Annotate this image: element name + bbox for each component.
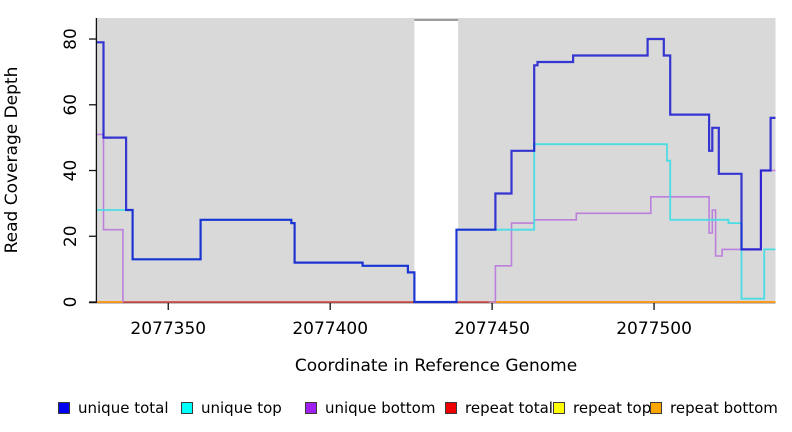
legend-label: unique total <box>78 399 169 417</box>
legend-label: unique top <box>201 399 282 417</box>
legend-item-repeat-total: repeat total <box>445 397 553 419</box>
unique-bottom-swatch-icon <box>305 402 317 414</box>
repeat-top-swatch-icon <box>553 402 565 414</box>
x-tick-label: 2077350 <box>130 319 206 339</box>
x-tick-label: 2077450 <box>454 319 530 339</box>
repeat-total-swatch-icon <box>445 402 457 414</box>
series-unique-total <box>97 37 776 304</box>
legend-item-repeat-bottom: repeat bottom <box>650 397 778 419</box>
x-tick-label: 2077500 <box>616 319 692 339</box>
legend-item-repeat-top: repeat top <box>553 397 651 419</box>
y-tick-label: 20 <box>61 225 81 247</box>
unique-top-swatch-icon <box>181 402 193 414</box>
legend-item-unique-top: unique top <box>181 397 282 419</box>
repeat-bottom-swatch-icon <box>650 402 662 414</box>
masked-region <box>414 21 459 302</box>
legend-item-unique-bottom: unique bottom <box>305 397 435 419</box>
y-tick-label: 0 <box>61 297 81 308</box>
series-unique-bottom <box>97 133 776 303</box>
y-tick-label: 60 <box>61 94 81 116</box>
legend: unique total unique top unique bottom re… <box>0 397 792 419</box>
unique-total-swatch-icon <box>58 402 70 414</box>
legend-label: unique bottom <box>325 399 436 417</box>
x-tick-label: 2077400 <box>292 319 368 339</box>
legend-label: repeat total <box>465 399 553 417</box>
masked-region-top-edge <box>414 19 459 21</box>
x-axis-title: Coordinate in Reference Genome <box>295 356 577 376</box>
legend-item-unique-total: unique total <box>58 397 169 419</box>
y-tick-label: 80 <box>61 28 81 50</box>
y-tick-label: 40 <box>61 160 81 182</box>
y-axis-title: Read Coverage Depth <box>2 67 22 254</box>
coverage-plot: 2077350 2077400 2077450 2077500 0 20 40 60 80 Re… <box>2 18 776 376</box>
legend-label: repeat bottom <box>670 399 778 417</box>
legend-label: repeat top <box>573 399 652 417</box>
plot-generated-layers: 2077350 2077400 2077450 2077500 0 20 40 60 80 <box>61 18 776 339</box>
